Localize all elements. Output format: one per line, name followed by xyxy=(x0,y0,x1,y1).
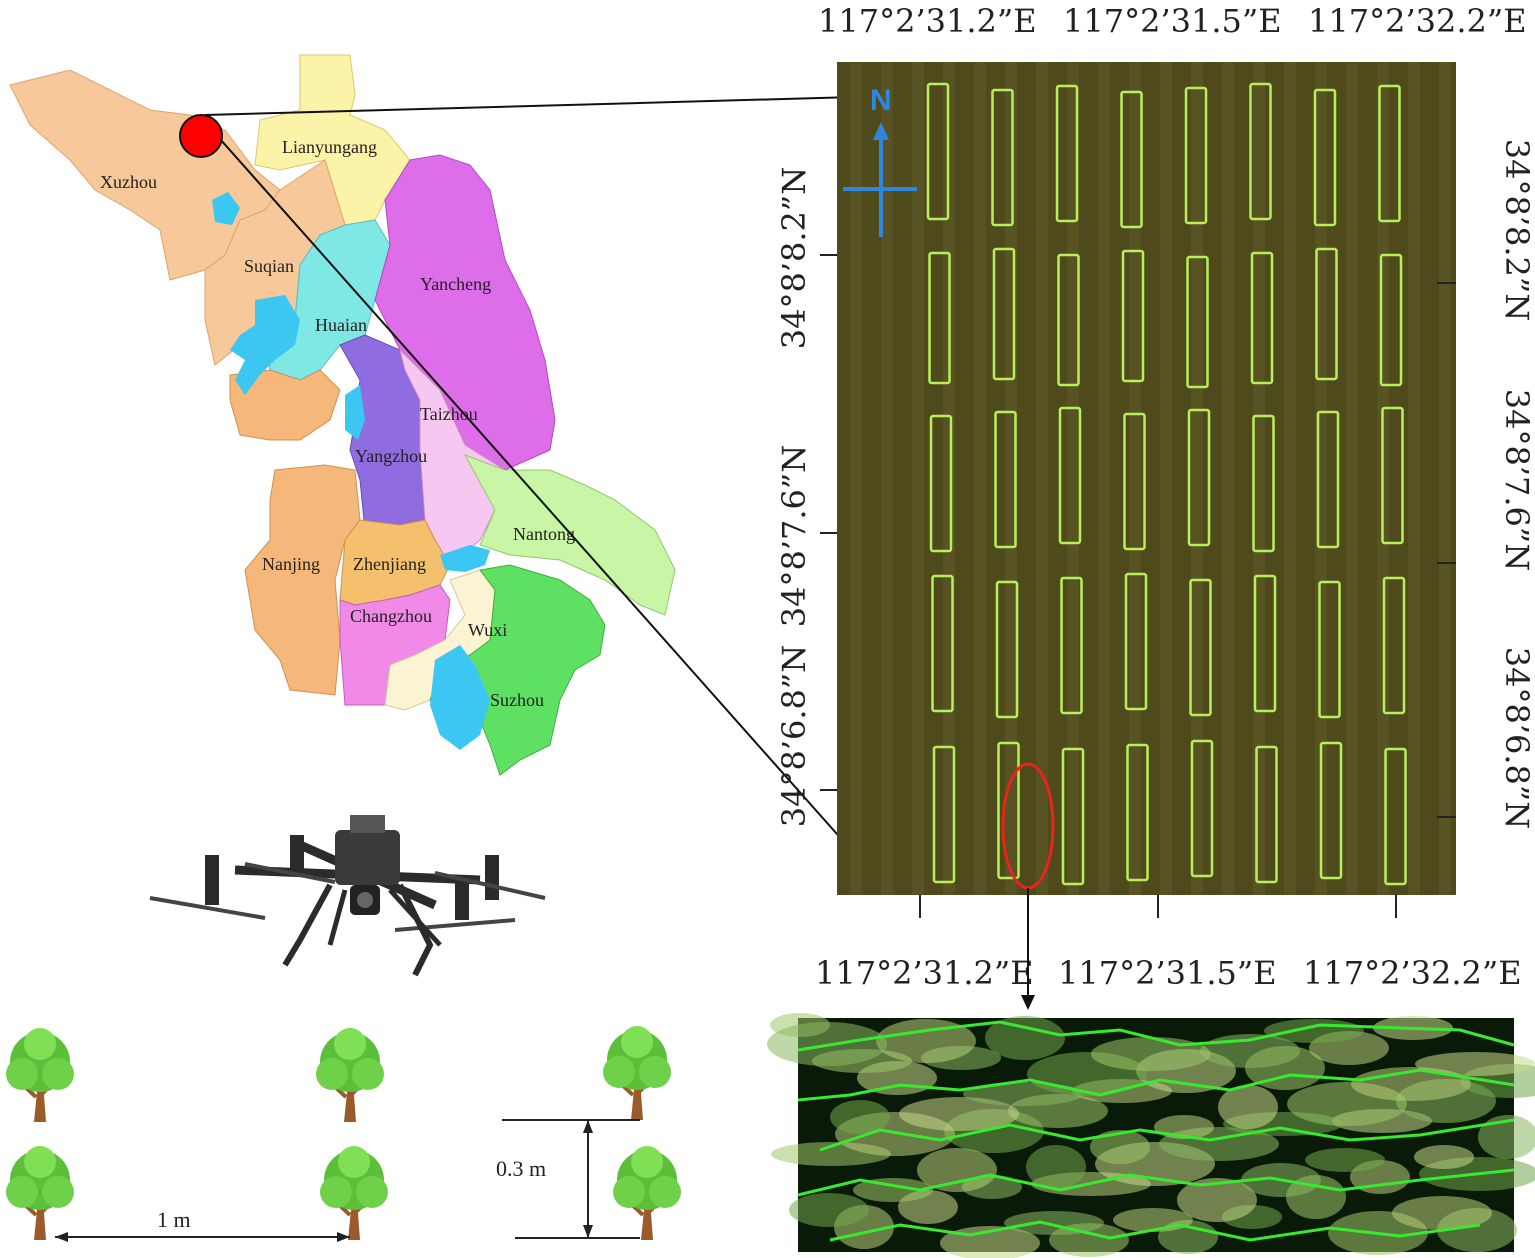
lake-gaoyou xyxy=(345,385,365,440)
label-taizhou: Taizhou xyxy=(420,404,478,424)
top-lon-label-3: 117°2’32.2”E xyxy=(1308,2,1527,40)
plot-outline xyxy=(1186,255,1209,389)
plot-outline xyxy=(1313,88,1337,227)
plot-outline xyxy=(1318,580,1341,719)
label-huaian: Huaian xyxy=(315,315,367,335)
plot-outline xyxy=(1123,412,1146,551)
bottom-lon-label-3: 117°2’32.2”E xyxy=(1303,954,1522,992)
plot-outline xyxy=(1057,253,1080,387)
tree-icon xyxy=(6,1028,74,1122)
plot-outline xyxy=(1379,253,1403,387)
tree-icon xyxy=(6,1146,74,1240)
right-lat-label-2: 34°8’7.6”N xyxy=(1498,389,1535,572)
plot-outline xyxy=(1253,574,1277,713)
plant-spacing-label: 0.3 m xyxy=(496,1156,546,1181)
plot-outline xyxy=(1255,745,1278,884)
right-lat-label-3: 34°8’6.8”N xyxy=(1498,647,1535,830)
label-yancheng: Yancheng xyxy=(420,274,491,294)
plant-spacing-arrow-bottom xyxy=(583,1225,593,1238)
plot-outline xyxy=(1381,406,1404,545)
label-changzhou: Changzhou xyxy=(350,606,432,626)
left-lat-label-1: 34°8’8.2”N xyxy=(775,167,813,350)
red-location-marker-icon xyxy=(179,114,223,158)
plot-outline xyxy=(928,251,951,385)
plot-outline xyxy=(997,741,1020,880)
plot-outline xyxy=(994,410,1017,549)
label-zhenjiang: Zhenjiang xyxy=(353,554,426,574)
left-lat-label-2: 34°8’7.6”N xyxy=(775,445,813,628)
label-lianyungang: Lianyungang xyxy=(282,137,377,157)
plot-outline xyxy=(929,414,953,553)
field-image: N xyxy=(837,62,1456,895)
plot-grid xyxy=(926,82,1407,886)
label-yangzhou: Yangzhou xyxy=(355,446,427,466)
plot-outline xyxy=(1184,86,1208,225)
plot-outline xyxy=(926,82,950,221)
plot-outline xyxy=(1060,576,1083,715)
lake-taihu xyxy=(430,645,490,750)
plot-outline xyxy=(1055,84,1079,223)
row-spacing-label: 1 m xyxy=(157,1207,191,1232)
region-nanjing xyxy=(229,369,361,696)
plot-outline xyxy=(932,745,956,884)
zoom-line-bottom xyxy=(211,129,877,879)
bottom-lon-label-2: 117°2’31.5”E xyxy=(1058,954,1277,992)
yangtze-river xyxy=(440,545,490,572)
plot-outline xyxy=(1190,739,1214,878)
tree-icon xyxy=(316,1028,384,1122)
label-wuxi: Wuxi xyxy=(468,620,507,640)
region-nantong xyxy=(463,454,676,616)
row-spacing-arrow-right xyxy=(337,1232,350,1242)
tree-icon xyxy=(603,1026,671,1120)
lake-hongze xyxy=(230,295,300,395)
top-lon-label-1: 117°2’31.2”E xyxy=(818,2,1037,40)
plot-outline xyxy=(1250,251,1274,385)
plot-outline xyxy=(991,88,1014,227)
plot-outline xyxy=(1384,747,1407,886)
label-suqian: Suqian xyxy=(244,256,294,276)
tree-icon xyxy=(613,1146,681,1240)
label-nantong: Nantong xyxy=(513,524,575,544)
row-spacing-arrow-left xyxy=(55,1232,68,1242)
plot-outline xyxy=(1252,414,1275,553)
plot-outline xyxy=(1187,408,1211,547)
plot-outline xyxy=(1315,247,1338,381)
plot-outline xyxy=(995,580,1019,719)
plant-spacing-arrow-top xyxy=(583,1120,593,1133)
plot-outline xyxy=(1382,576,1406,715)
plot-outline xyxy=(1124,572,1148,711)
plot-outline xyxy=(1189,578,1212,717)
top-lon-label-2: 117°2’31.5”E xyxy=(1063,2,1282,40)
plot-outline xyxy=(1316,410,1340,549)
label-xuzhou: Xuzhou xyxy=(100,172,157,192)
plot-outline xyxy=(1058,406,1082,545)
drone-icon xyxy=(149,815,546,977)
bottom-lon-label-1: 117°2’31.2”E xyxy=(815,954,1034,992)
right-lat-label-1: 34°8’8.2”N xyxy=(1498,139,1535,322)
plot-outline xyxy=(1061,747,1085,886)
province-map: Xuzhou Lianyungang Suqian Huaian Yanchen… xyxy=(9,54,676,776)
canopy-detail-image xyxy=(767,1013,1535,1258)
lake-luoma xyxy=(212,192,240,225)
north-arrow-icon: N xyxy=(843,84,917,237)
plot-outline xyxy=(1249,82,1272,221)
plot-outline xyxy=(1378,84,1401,223)
plot-outline xyxy=(931,574,954,713)
crop-rows-texture xyxy=(850,62,1451,895)
plot-outline xyxy=(1126,743,1149,882)
plot-outline xyxy=(1121,249,1145,383)
field-axis-ticks xyxy=(820,254,1456,918)
plot-outline xyxy=(1120,90,1143,229)
zoom-line-top xyxy=(204,96,856,116)
plot-outline xyxy=(992,247,1016,381)
tree-icon xyxy=(320,1146,388,1240)
detail-arrow-head xyxy=(1021,995,1035,1010)
plot-outline xyxy=(1319,741,1343,880)
tree-diagram xyxy=(6,1026,681,1240)
label-nanjing: Nanjing xyxy=(262,554,320,574)
left-lat-label-3: 34°8’6.8”N xyxy=(775,645,813,828)
north-label: N xyxy=(870,84,892,117)
label-suzhou: Suzhou xyxy=(490,690,544,710)
